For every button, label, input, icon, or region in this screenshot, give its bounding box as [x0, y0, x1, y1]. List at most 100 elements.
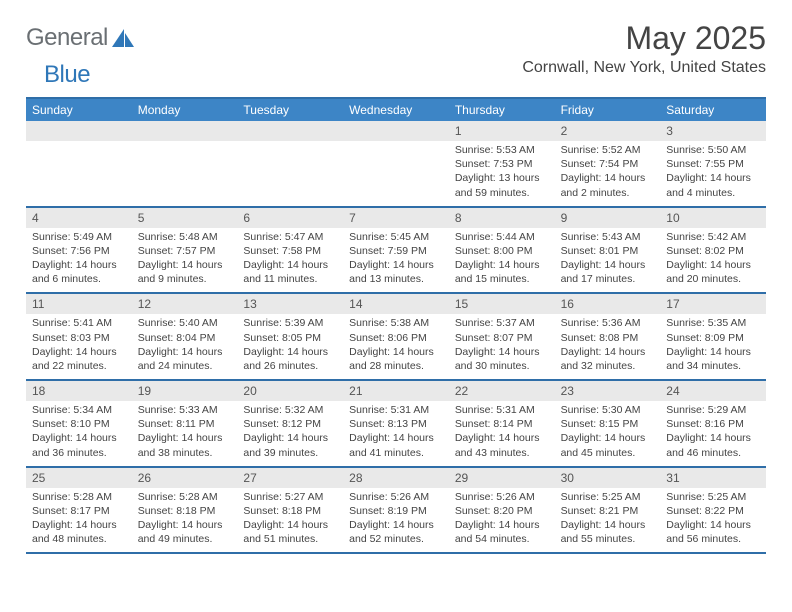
daylight-text: Daylight: 14 hours and 56 minutes. — [666, 518, 760, 546]
sunset-text: Sunset: 8:20 PM — [455, 504, 549, 518]
sunrise-text: Sunrise: 5:45 AM — [349, 230, 443, 244]
daynum-row: 123 — [26, 121, 766, 141]
day-body: Sunrise: 5:48 AMSunset: 7:57 PMDaylight:… — [132, 228, 238, 293]
day-number: 29 — [449, 468, 555, 488]
sunset-text: Sunset: 8:06 PM — [349, 331, 443, 345]
daylight-text: Daylight: 14 hours and 17 minutes. — [561, 258, 655, 286]
daylight-text: Daylight: 14 hours and 48 minutes. — [32, 518, 126, 546]
sunset-text: Sunset: 8:00 PM — [455, 244, 549, 258]
sunset-text: Sunset: 7:57 PM — [138, 244, 232, 258]
day-body: Sunrise: 5:42 AMSunset: 8:02 PMDaylight:… — [660, 228, 766, 293]
sunset-text: Sunset: 7:55 PM — [666, 157, 760, 171]
sunrise-text: Sunrise: 5:28 AM — [138, 490, 232, 504]
sunset-text: Sunset: 8:21 PM — [561, 504, 655, 518]
day-number: 13 — [237, 294, 343, 314]
day-body: Sunrise: 5:31 AMSunset: 8:13 PMDaylight:… — [343, 401, 449, 466]
day-number: 8 — [449, 208, 555, 228]
day-body: Sunrise: 5:43 AMSunset: 8:01 PMDaylight:… — [555, 228, 661, 293]
day-body — [26, 141, 132, 206]
day-body: Sunrise: 5:26 AMSunset: 8:20 PMDaylight:… — [449, 488, 555, 553]
day-body: Sunrise: 5:45 AMSunset: 7:59 PMDaylight:… — [343, 228, 449, 293]
day-number: 10 — [660, 208, 766, 228]
weeks-container: 123Sunrise: 5:53 AMSunset: 7:53 PMDaylig… — [26, 121, 766, 554]
day-body: Sunrise: 5:40 AMSunset: 8:04 PMDaylight:… — [132, 314, 238, 379]
daylight-text: Daylight: 14 hours and 36 minutes. — [32, 431, 126, 459]
daylight-text: Daylight: 14 hours and 52 minutes. — [349, 518, 443, 546]
daynum-row: 18192021222324 — [26, 381, 766, 401]
day-body: Sunrise: 5:41 AMSunset: 8:03 PMDaylight:… — [26, 314, 132, 379]
day-number: 11 — [26, 294, 132, 314]
day-body — [237, 141, 343, 206]
sunset-text: Sunset: 8:22 PM — [666, 504, 760, 518]
day-body: Sunrise: 5:37 AMSunset: 8:07 PMDaylight:… — [449, 314, 555, 379]
daynum-row: 45678910 — [26, 208, 766, 228]
day-number — [343, 121, 449, 141]
week-row: 18192021222324Sunrise: 5:34 AMSunset: 8:… — [26, 381, 766, 468]
daybody-row: Sunrise: 5:49 AMSunset: 7:56 PMDaylight:… — [26, 228, 766, 293]
day-number: 26 — [132, 468, 238, 488]
daylight-text: Daylight: 14 hours and 2 minutes. — [561, 171, 655, 199]
sunset-text: Sunset: 8:13 PM — [349, 417, 443, 431]
sunset-text: Sunset: 7:58 PM — [243, 244, 337, 258]
day-number: 9 — [555, 208, 661, 228]
dow-thu: Thursday — [449, 99, 555, 121]
sunrise-text: Sunrise: 5:35 AM — [666, 316, 760, 330]
day-number: 22 — [449, 381, 555, 401]
dow-mon: Monday — [132, 99, 238, 121]
day-body: Sunrise: 5:30 AMSunset: 8:15 PMDaylight:… — [555, 401, 661, 466]
sunrise-text: Sunrise: 5:25 AM — [561, 490, 655, 504]
sunset-text: Sunset: 8:03 PM — [32, 331, 126, 345]
day-body: Sunrise: 5:29 AMSunset: 8:16 PMDaylight:… — [660, 401, 766, 466]
daylight-text: Daylight: 14 hours and 13 minutes. — [349, 258, 443, 286]
sunset-text: Sunset: 8:08 PM — [561, 331, 655, 345]
sunset-text: Sunset: 8:12 PM — [243, 417, 337, 431]
day-body — [343, 141, 449, 206]
sunrise-text: Sunrise: 5:27 AM — [243, 490, 337, 504]
sunrise-text: Sunrise: 5:29 AM — [666, 403, 760, 417]
day-body: Sunrise: 5:28 AMSunset: 8:17 PMDaylight:… — [26, 488, 132, 553]
daynum-row: 11121314151617 — [26, 294, 766, 314]
day-body: Sunrise: 5:33 AMSunset: 8:11 PMDaylight:… — [132, 401, 238, 466]
sunrise-text: Sunrise: 5:43 AM — [561, 230, 655, 244]
sunrise-text: Sunrise: 5:33 AM — [138, 403, 232, 417]
daylight-text: Daylight: 14 hours and 9 minutes. — [138, 258, 232, 286]
daylight-text: Daylight: 14 hours and 28 minutes. — [349, 345, 443, 373]
day-number: 19 — [132, 381, 238, 401]
sunrise-text: Sunrise: 5:28 AM — [32, 490, 126, 504]
day-number: 7 — [343, 208, 449, 228]
day-body: Sunrise: 5:49 AMSunset: 7:56 PMDaylight:… — [26, 228, 132, 293]
title-block: May 2025 Cornwall, New York, United Stat… — [522, 20, 766, 77]
sunset-text: Sunset: 8:07 PM — [455, 331, 549, 345]
day-body: Sunrise: 5:32 AMSunset: 8:12 PMDaylight:… — [237, 401, 343, 466]
daynum-row: 25262728293031 — [26, 468, 766, 488]
day-number: 15 — [449, 294, 555, 314]
week-row: 123Sunrise: 5:53 AMSunset: 7:53 PMDaylig… — [26, 121, 766, 208]
month-title: May 2025 — [522, 20, 766, 57]
day-number: 27 — [237, 468, 343, 488]
day-number: 20 — [237, 381, 343, 401]
week-row: 11121314151617Sunrise: 5:41 AMSunset: 8:… — [26, 294, 766, 381]
sunset-text: Sunset: 8:14 PM — [455, 417, 549, 431]
daylight-text: Daylight: 14 hours and 24 minutes. — [138, 345, 232, 373]
sunset-text: Sunset: 8:16 PM — [666, 417, 760, 431]
daylight-text: Daylight: 14 hours and 41 minutes. — [349, 431, 443, 459]
daylight-text: Daylight: 14 hours and 39 minutes. — [243, 431, 337, 459]
daylight-text: Daylight: 14 hours and 43 minutes. — [455, 431, 549, 459]
dow-fri: Friday — [555, 99, 661, 121]
day-body — [132, 141, 238, 206]
daylight-text: Daylight: 14 hours and 51 minutes. — [243, 518, 337, 546]
daylight-text: Daylight: 14 hours and 11 minutes. — [243, 258, 337, 286]
daylight-text: Daylight: 14 hours and 32 minutes. — [561, 345, 655, 373]
dow-row: Sunday Monday Tuesday Wednesday Thursday… — [26, 99, 766, 121]
brand-general: General — [26, 24, 108, 52]
sunset-text: Sunset: 8:18 PM — [138, 504, 232, 518]
sunrise-text: Sunrise: 5:42 AM — [666, 230, 760, 244]
day-body: Sunrise: 5:34 AMSunset: 8:10 PMDaylight:… — [26, 401, 132, 466]
sunrise-text: Sunrise: 5:41 AM — [32, 316, 126, 330]
dow-tue: Tuesday — [237, 99, 343, 121]
sunset-text: Sunset: 7:54 PM — [561, 157, 655, 171]
dow-sun: Sunday — [26, 99, 132, 121]
daylight-text: Daylight: 13 hours and 59 minutes. — [455, 171, 549, 199]
day-number: 28 — [343, 468, 449, 488]
sunrise-text: Sunrise: 5:31 AM — [455, 403, 549, 417]
